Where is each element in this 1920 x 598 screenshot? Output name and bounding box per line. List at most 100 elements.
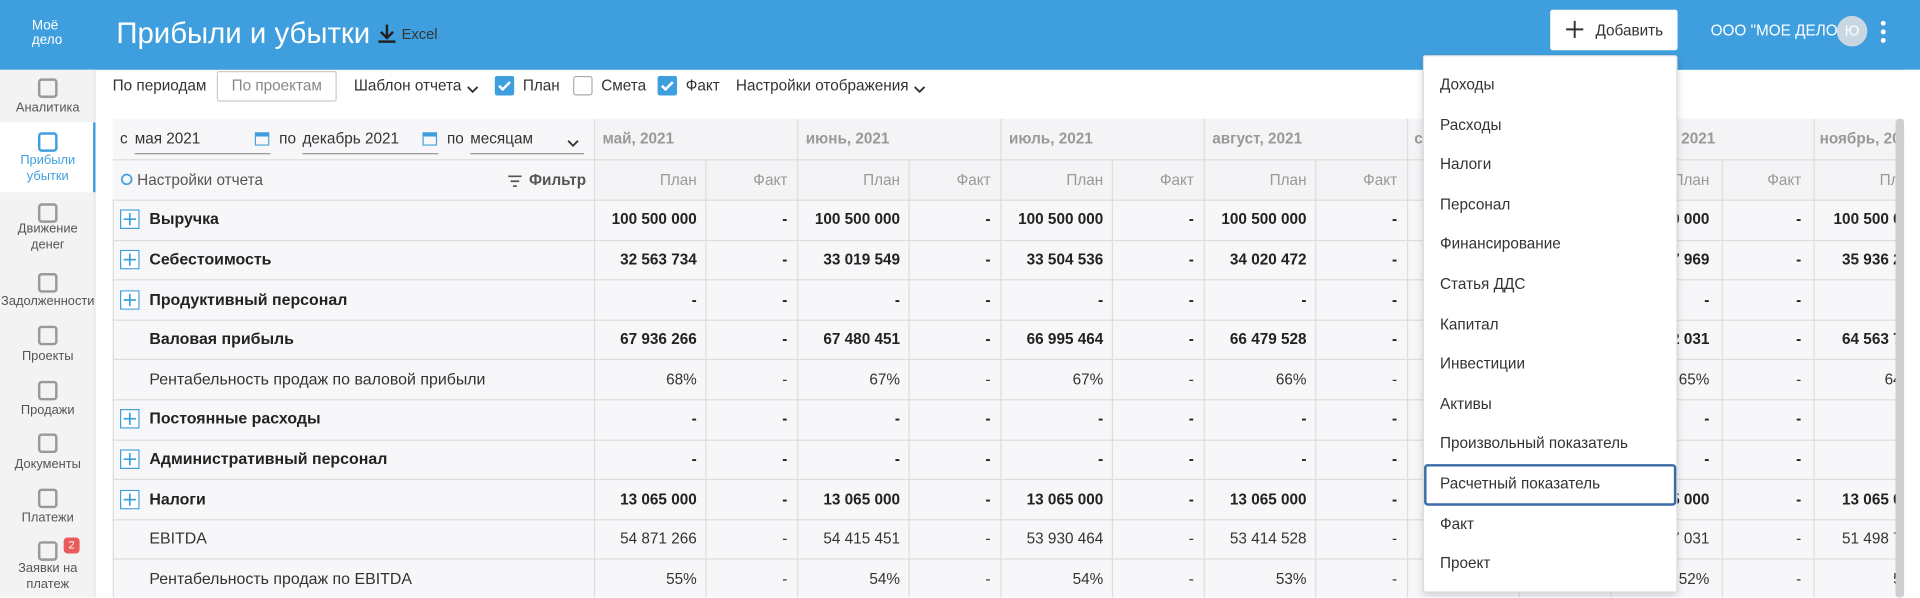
- plan-value: 34 020 472: [1229, 250, 1307, 269]
- checkbox-label[interactable]: Смета: [601, 77, 647, 95]
- sidebar-icon[interactable]: [37, 131, 59, 153]
- plan-value: 67 480 451: [823, 330, 901, 348]
- dropdown-item[interactable]: Капитал: [1440, 315, 1499, 333]
- download-icon[interactable]: [376, 22, 398, 44]
- sidebar-icon[interactable]: [37, 487, 59, 509]
- plan-value: 7 969: [1671, 250, 1710, 269]
- checkbox-checked[interactable]: [494, 75, 515, 96]
- dropdown-item[interactable]: Налоги: [1440, 155, 1492, 173]
- fact-value: -: [1392, 250, 1398, 269]
- add-button-label[interactable]: Добавить: [1595, 22, 1664, 40]
- fact-value: -: [1796, 330, 1802, 348]
- plan-value: 54%: [869, 570, 901, 588]
- plan-value: 65%: [1678, 370, 1710, 388]
- report-settings[interactable]: Настройки отчета: [137, 171, 263, 189]
- logo: дело: [31, 33, 63, 48]
- sidebar-label[interactable]: Аналитика: [15, 100, 80, 116]
- checkbox-label[interactable]: Факт: [685, 77, 720, 95]
- fact-value: -: [985, 570, 991, 588]
- sidebar-icon[interactable]: [37, 77, 59, 99]
- date-to[interactable]: декабрь 2021: [302, 125, 439, 155]
- plan-value: 5 000: [1671, 490, 1710, 508]
- plus-icon: [1565, 20, 1585, 40]
- expand-button[interactable]: [120, 209, 140, 230]
- fact-value: -: [1796, 370, 1802, 388]
- dropdown-item[interactable]: Расчетный показатель: [1440, 475, 1601, 493]
- sidebar-icon[interactable]: [37, 272, 59, 294]
- dropdown-item[interactable]: Расходы: [1440, 115, 1502, 133]
- gear-icon: [120, 173, 133, 186]
- sidebar-icon[interactable]: [37, 202, 59, 224]
- filter-button[interactable]: Фильтр: [528, 171, 587, 189]
- sidebar-label[interactable]: Движение денег: [17, 221, 78, 253]
- plan-value: 66%: [1275, 370, 1307, 388]
- dropdown-item[interactable]: Персонал: [1440, 195, 1511, 213]
- display-settings[interactable]: Настройки отображения: [735, 77, 909, 95]
- row-divider: [112, 558, 1905, 561]
- fact-value: -: [1796, 450, 1802, 468]
- sidebar-label[interactable]: Проекты: [21, 348, 74, 364]
- company-name[interactable]: ООО "МОЕ ДЕЛО": [1710, 22, 1844, 40]
- period-select[interactable]: месяцам: [470, 125, 585, 155]
- sidebar-icon[interactable]: [37, 380, 59, 402]
- filter-prefix: по: [279, 129, 297, 147]
- date-from[interactable]: мая 2021: [134, 125, 271, 155]
- column-divider: [593, 118, 596, 598]
- fact-value: -: [1796, 210, 1802, 229]
- fact-header: Факт: [753, 171, 788, 189]
- expand-button[interactable]: [120, 409, 140, 429]
- sidebar-icon[interactable]: [37, 540, 59, 562]
- logo: Моё: [31, 18, 59, 34]
- plan-value: 67 936 266: [620, 330, 697, 348]
- fact-value: -: [782, 410, 788, 428]
- plan-value: 7 031: [1671, 530, 1710, 548]
- dropdown-item[interactable]: Активы: [1440, 395, 1492, 413]
- export-link[interactable]: Excel: [401, 25, 438, 43]
- checkbox-checked[interactable]: [657, 75, 678, 96]
- plan-value: 52%: [1678, 570, 1710, 588]
- scrollbar[interactable]: [1895, 118, 1905, 598]
- dropdown-item[interactable]: Факт: [1440, 515, 1475, 533]
- expand-button[interactable]: [120, 289, 140, 310]
- month-header: май, 2021: [602, 129, 675, 147]
- dropdown-item[interactable]: Проект: [1440, 554, 1491, 573]
- checkbox[interactable]: [573, 75, 593, 96]
- expand-button[interactable]: [120, 489, 140, 509]
- sidebar-label[interactable]: Задолженности: [1, 293, 95, 309]
- dropdown-item-highlight[interactable]: [1424, 464, 1677, 506]
- expand-button[interactable]: [120, 449, 140, 469]
- plan-value: -: [1301, 410, 1307, 428]
- sidebar-label[interactable]: Документы: [14, 456, 81, 472]
- fact-value: -: [985, 490, 991, 508]
- template-select[interactable]: Шаблон отчета: [353, 77, 462, 95]
- sidebar-label[interactable]: Продажи: [20, 402, 75, 418]
- row-label: Выручка: [149, 209, 219, 229]
- avatar[interactable]: Ю: [1836, 15, 1868, 47]
- plan-value: -: [1704, 290, 1710, 308]
- dropdown-item[interactable]: Произвольный показатель: [1440, 435, 1629, 453]
- tab-by-projects[interactable]: По проектам: [216, 71, 337, 102]
- sidebar-label[interactable]: Платежи: [21, 510, 74, 526]
- sidebar-label[interactable]: Заявки на платеж: [18, 560, 78, 592]
- month-header: ноябрь, 202: [1819, 129, 1910, 147]
- sidebar-icon[interactable]: [37, 432, 59, 454]
- tab-by-periods[interactable]: По периодам: [112, 77, 207, 95]
- dropdown-item[interactable]: Инвестиции: [1440, 355, 1526, 373]
- fact-header: Факт: [1363, 171, 1398, 189]
- dropdown-item[interactable]: Доходы: [1440, 75, 1495, 94]
- dropdown-item[interactable]: Статья ДДС: [1440, 275, 1526, 293]
- row-label: Постоянные расходы: [149, 409, 321, 428]
- plan-value: 33 504 536: [1026, 250, 1104, 269]
- dropdown-item[interactable]: Финансирование: [1440, 235, 1561, 253]
- month-header: август, 2021: [1212, 129, 1303, 147]
- plan-value: -: [1301, 450, 1307, 468]
- plan-value: -: [1704, 410, 1710, 428]
- sidebar-label[interactable]: Прибыли убытки: [20, 153, 76, 184]
- plan-value: 100 500 000: [1221, 210, 1307, 229]
- checkbox-label[interactable]: План: [522, 77, 560, 95]
- expand-button[interactable]: [120, 249, 140, 270]
- sidebar-icon[interactable]: [37, 324, 59, 346]
- menu-dots[interactable]: [1880, 18, 1887, 45]
- plan-value: 100 500 0: [1833, 210, 1902, 229]
- fact-value: -: [782, 290, 788, 308]
